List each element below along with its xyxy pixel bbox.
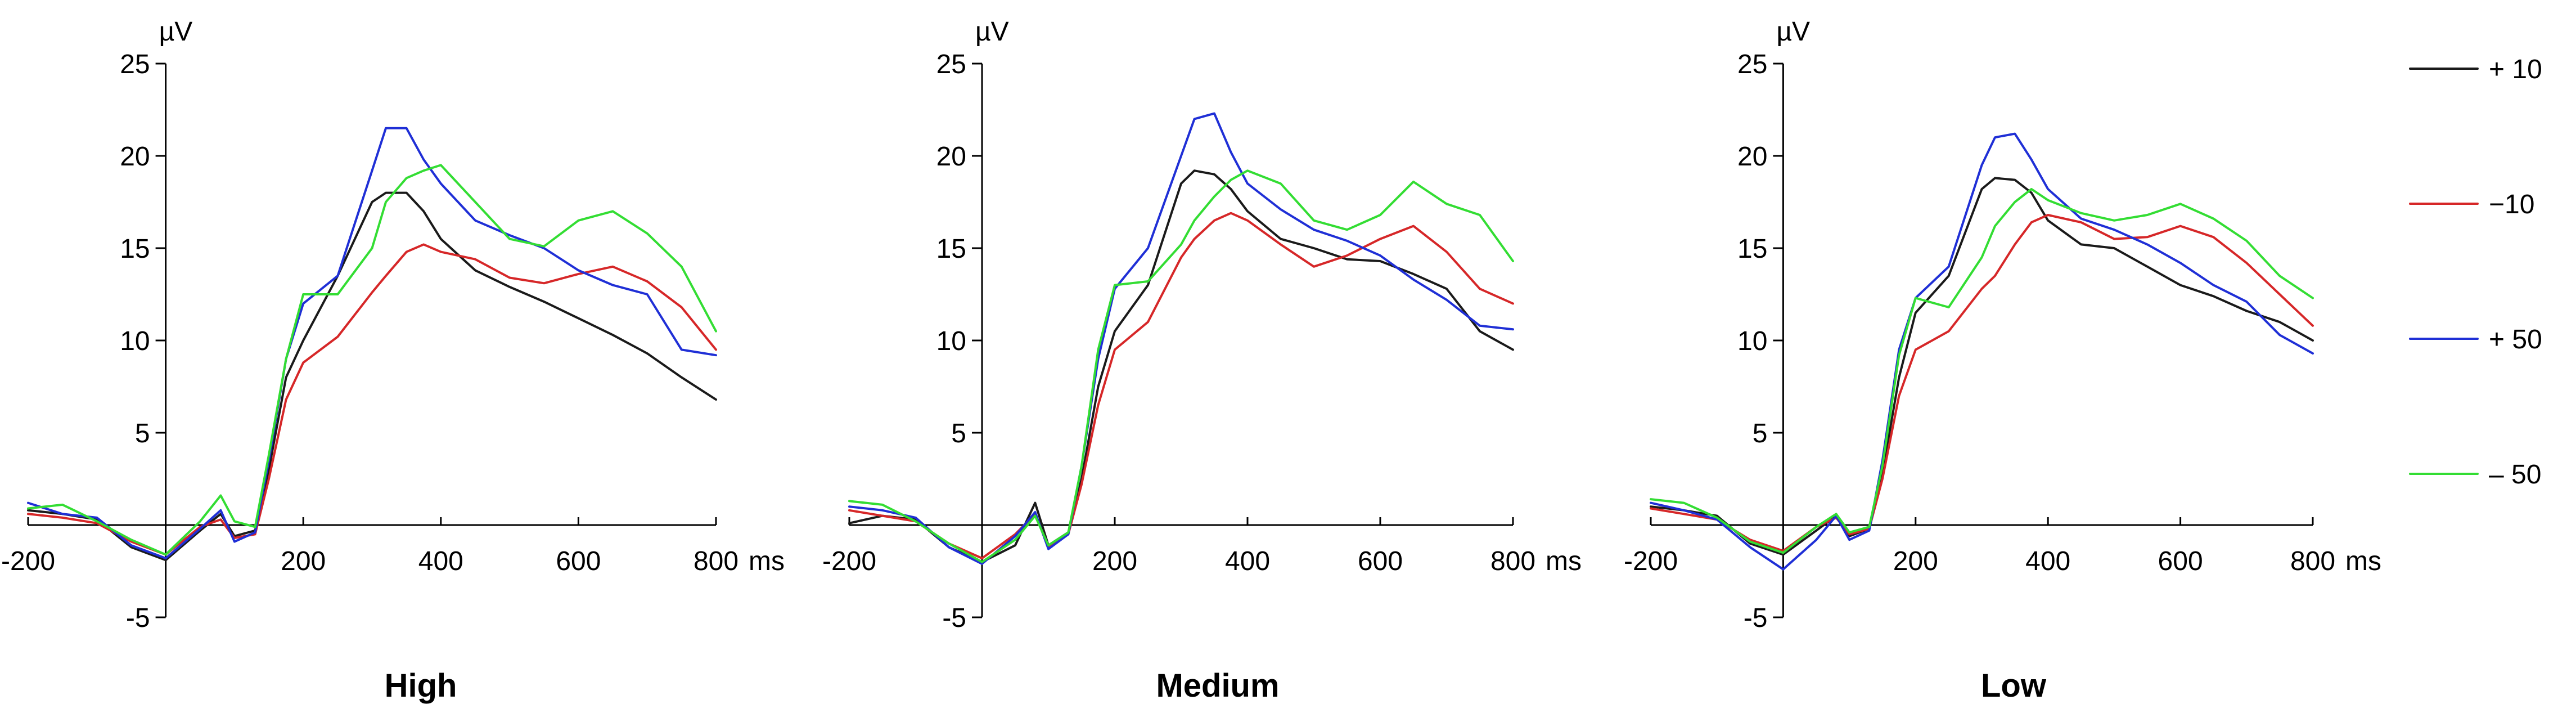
y-tick-label: -5 bbox=[942, 603, 966, 633]
legend-item: + 10 bbox=[2409, 55, 2542, 84]
y-tick-label: -5 bbox=[1744, 603, 1768, 633]
legend-item: −10 bbox=[2409, 190, 2534, 219]
y-unit-label: µV bbox=[1776, 17, 1810, 47]
panel-title: Medium bbox=[1156, 667, 1279, 704]
panel-title: Low bbox=[1981, 667, 2047, 704]
series-line-plus-10 bbox=[1650, 177, 2314, 556]
series-line-minus-50 bbox=[27, 164, 717, 556]
x-tick-label: 600 bbox=[1358, 546, 1403, 576]
legend-label: + 50 bbox=[2489, 325, 2542, 355]
y-tick-label: 25 bbox=[1737, 50, 1767, 79]
y-tick-label: 15 bbox=[120, 234, 150, 264]
x-unit-label: ms bbox=[2345, 546, 2381, 576]
y-tick-label: 5 bbox=[951, 419, 966, 449]
y-unit-label: µV bbox=[975, 17, 1009, 47]
y-tick-label: 25 bbox=[120, 50, 150, 79]
chart-panel-2: 25 20 15 10 5 -5 -200 200 400 600 800 µV ms Medium bbox=[822, 17, 1582, 704]
y-tick-label: 20 bbox=[1737, 142, 1767, 172]
x-tick-label: 800 bbox=[2290, 546, 2335, 576]
legend-label: + 10 bbox=[2489, 55, 2542, 84]
chart-panel-3: 25 20 15 10 5 -5 -200 200 400 600 800 µV ms Low bbox=[1624, 17, 2381, 704]
x-tick-label: 400 bbox=[1225, 546, 1270, 576]
y-tick-label: 10 bbox=[1737, 326, 1767, 356]
series-line-plus-10 bbox=[27, 191, 717, 562]
y-tick-label: -5 bbox=[126, 603, 150, 633]
legend: + 10 −10 + 50 – 50 bbox=[2409, 55, 2542, 490]
chart-panels: 25 20 15 10 5 -5 -200 200 400 600 800 µV ms High 25 20 1… bbox=[1, 17, 2381, 704]
x-tick-label: -200 bbox=[1, 546, 55, 576]
series-line-plus-50 bbox=[27, 127, 717, 559]
x-tick-label: 200 bbox=[1092, 546, 1137, 576]
x-tick-label: 600 bbox=[2158, 546, 2203, 576]
legend-label: −10 bbox=[2489, 190, 2534, 219]
series-line-plus-10 bbox=[848, 169, 1514, 563]
x-tick-label: 800 bbox=[1490, 546, 1535, 576]
y-tick-label: 15 bbox=[1737, 234, 1767, 264]
y-unit-label: µV bbox=[159, 17, 193, 47]
y-tick-label: 10 bbox=[120, 326, 150, 356]
x-unit-label: ms bbox=[749, 546, 785, 576]
series-line-minus-10 bbox=[848, 212, 1514, 559]
legend-label: – 50 bbox=[2489, 460, 2541, 490]
series-line-plus-50 bbox=[1650, 132, 2314, 571]
series-line-minus-50 bbox=[1650, 188, 2314, 554]
y-tick-label: 15 bbox=[936, 234, 966, 264]
y-tick-label: 20 bbox=[936, 142, 966, 172]
legend-item: – 50 bbox=[2409, 460, 2541, 490]
x-tick-label: 800 bbox=[693, 546, 738, 576]
x-tick-label: 600 bbox=[556, 546, 601, 576]
y-tick-label: 5 bbox=[1753, 419, 1768, 449]
chart-panel-1: 25 20 15 10 5 -5 -200 200 400 600 800 µV ms High bbox=[1, 17, 785, 704]
y-tick-label: 20 bbox=[120, 142, 150, 172]
x-unit-label: ms bbox=[1546, 546, 1582, 576]
y-tick-label: 25 bbox=[936, 50, 966, 79]
series-line-minus-10 bbox=[27, 243, 717, 556]
x-tick-label: -200 bbox=[822, 546, 876, 576]
x-tick-label: 400 bbox=[2025, 546, 2070, 576]
y-tick-label: 5 bbox=[135, 419, 150, 449]
x-tick-label: 200 bbox=[1893, 546, 1938, 576]
panel-title: High bbox=[385, 667, 457, 704]
legend-item: + 50 bbox=[2409, 325, 2542, 355]
x-tick-label: 400 bbox=[418, 546, 463, 576]
x-tick-label: 200 bbox=[281, 546, 326, 576]
series-line-minus-50 bbox=[848, 169, 1514, 563]
x-tick-label: -200 bbox=[1624, 546, 1678, 576]
y-tick-label: 10 bbox=[936, 326, 966, 356]
series-line-minus-10 bbox=[1650, 214, 2314, 552]
